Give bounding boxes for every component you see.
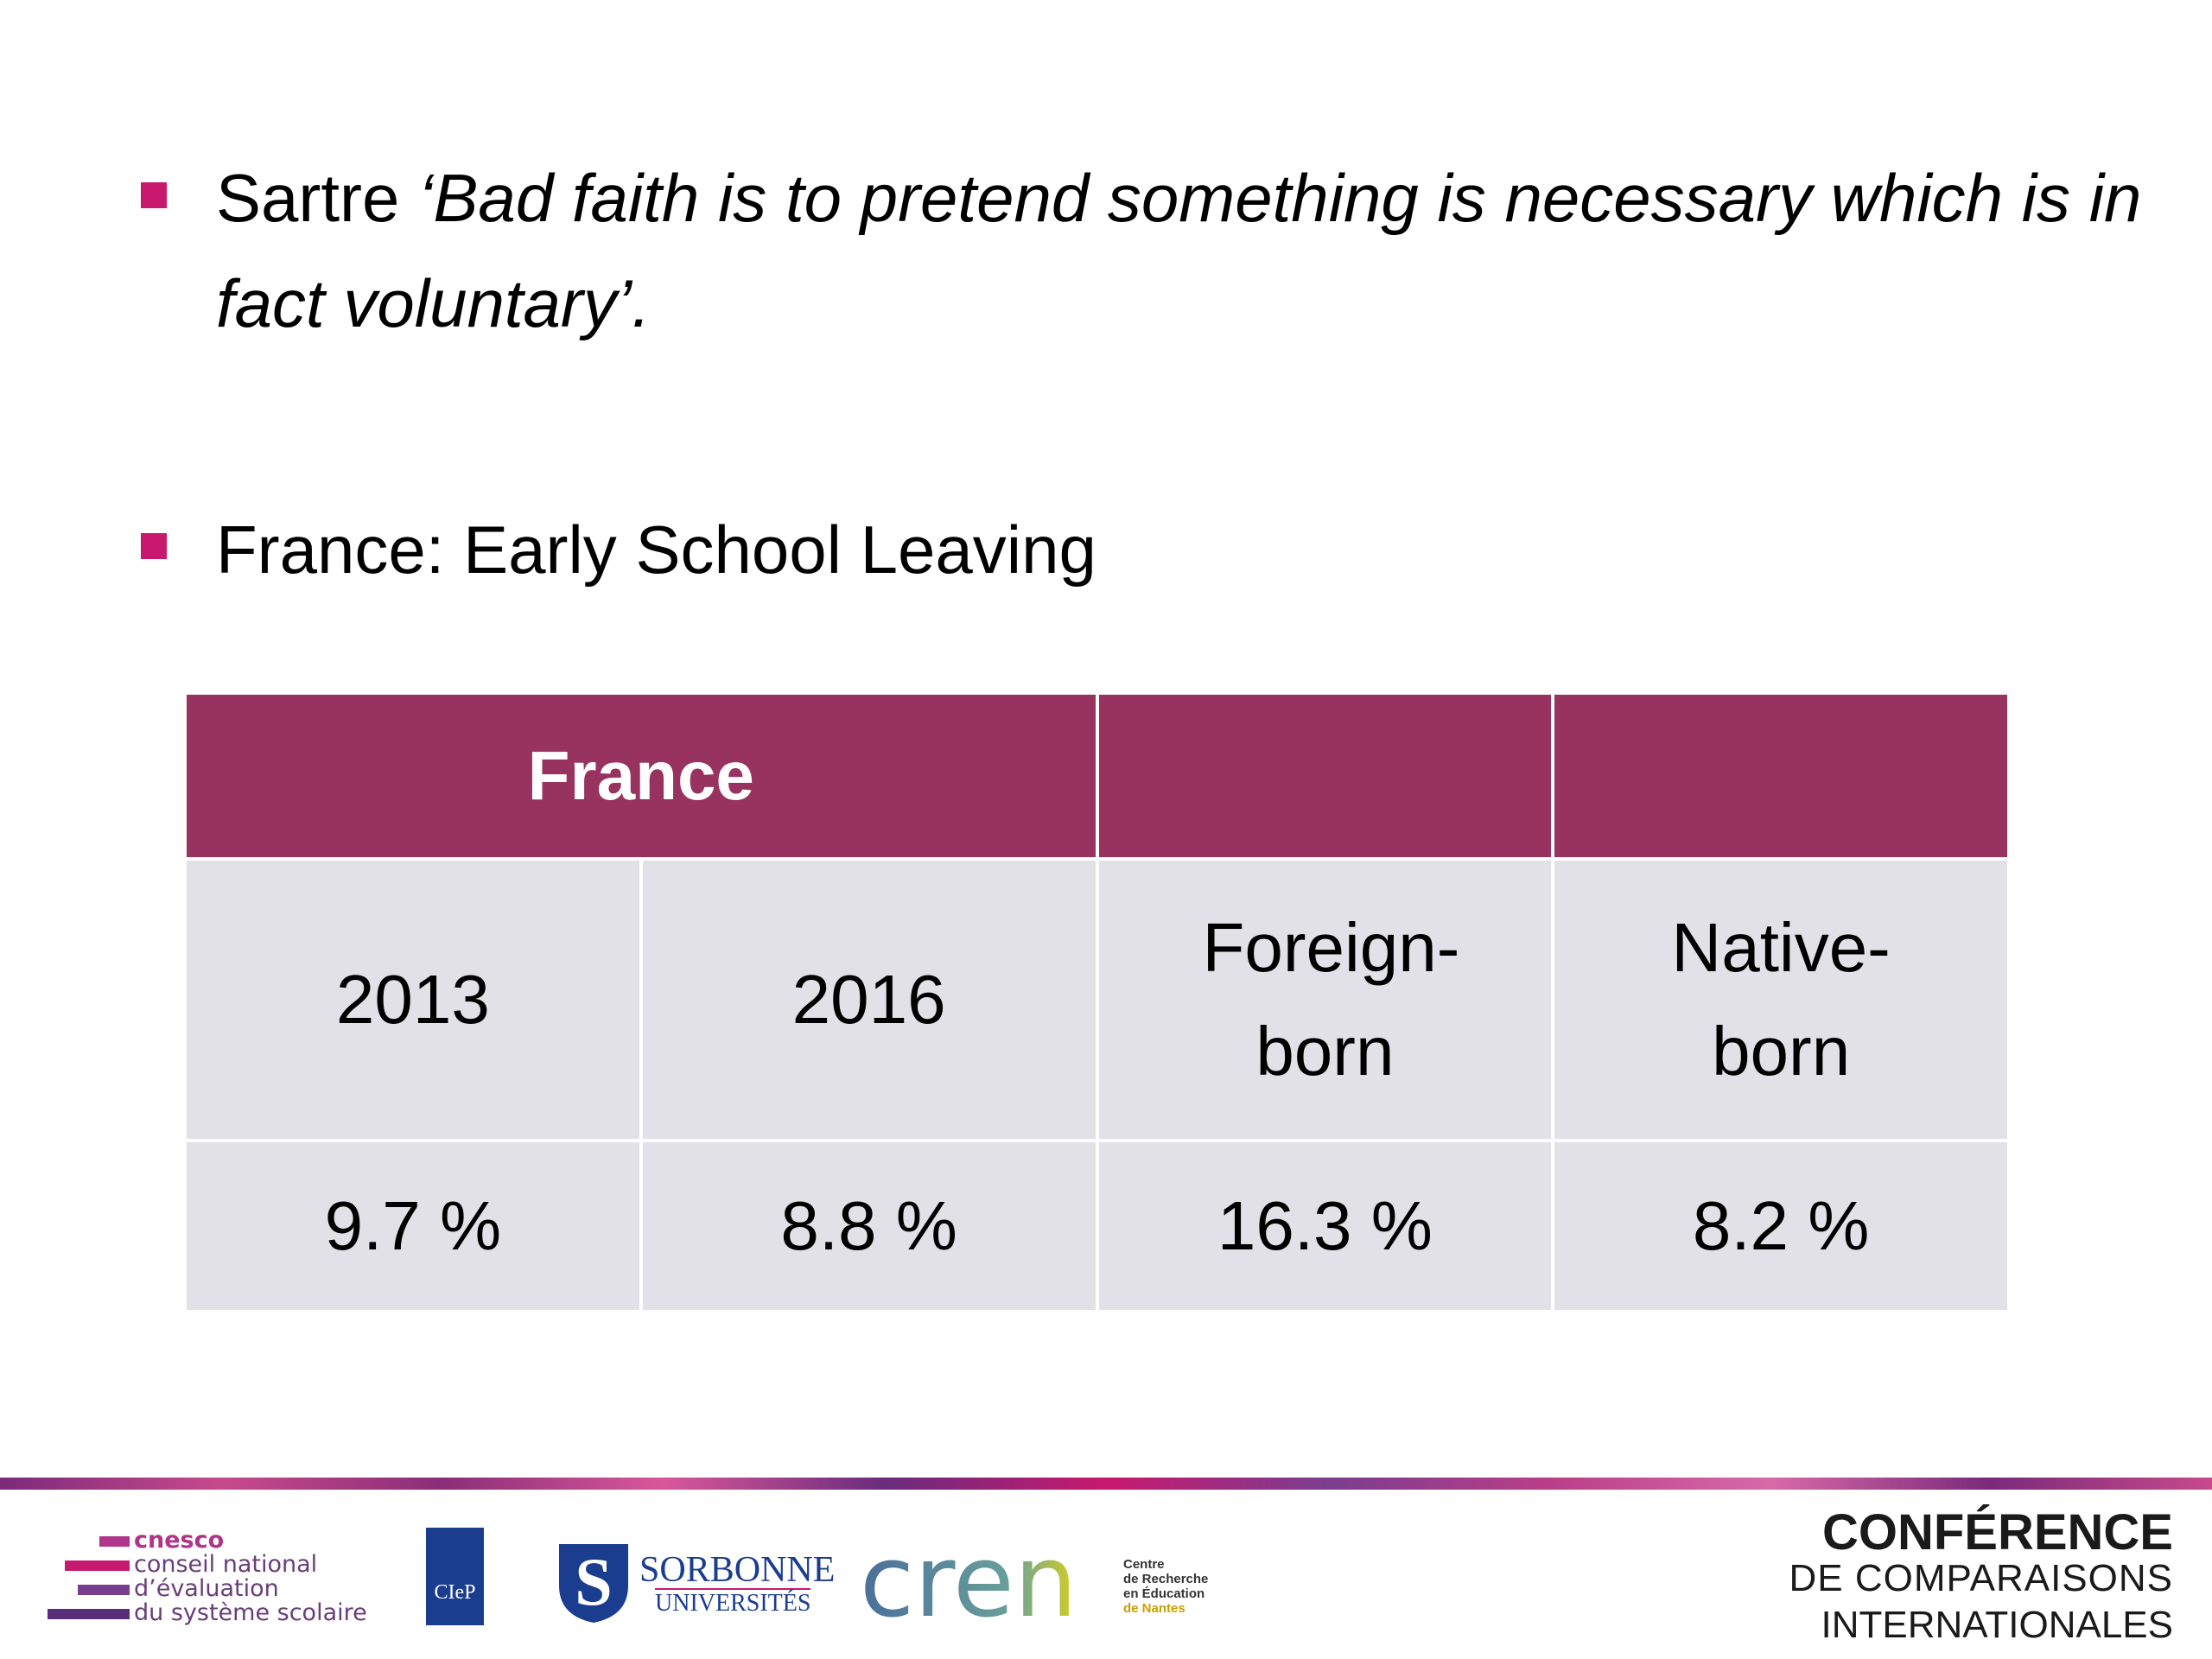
conference-title: CONFÉRENCE xyxy=(1821,1504,2173,1560)
bullet-text: Sartre ‘Bad faith is to pretend somethin… xyxy=(216,145,2160,356)
cell: 2016 xyxy=(639,857,1099,1142)
cell: 16.3 % xyxy=(1095,1139,1555,1313)
bullet-text: France: Early School Leaving xyxy=(216,512,1096,588)
cnesco-text: cnesco xyxy=(134,1527,225,1554)
footer-stripe xyxy=(0,1478,2212,1490)
cren-line: de Recherche xyxy=(1123,1572,1209,1586)
header-cell xyxy=(1551,691,2011,861)
table-row: 2013 2016 Foreign-born Native-born xyxy=(183,857,2011,1142)
cnesco-text: d’évaluation xyxy=(134,1575,279,1602)
sorbonne-sub: UNIVERSITÉS xyxy=(655,1588,811,1617)
cell: 8.2 % xyxy=(1551,1139,2011,1313)
sorbonne-name: SORBONNE xyxy=(639,1550,836,1590)
table-row: 9.7 % 8.8 % 16.3 % 8.2 % xyxy=(183,1139,2011,1313)
cnesco-text: conseil national xyxy=(134,1551,318,1578)
data-table: France 2013 2016 Foreign-born Native-bor… xyxy=(183,691,2011,1313)
header-cell xyxy=(1095,691,1555,861)
svg-text:S: S xyxy=(575,1544,612,1619)
bullet-marker xyxy=(141,533,167,559)
ciep-logo: CIeP xyxy=(426,1528,484,1625)
cren-logo: cren xyxy=(860,1529,1077,1629)
cren-line: en Éducation xyxy=(1123,1586,1205,1601)
conference-line: INTERNATIONALES xyxy=(1821,1604,2173,1646)
bullet-marker xyxy=(141,182,167,208)
cell: Foreign-born xyxy=(1095,857,1555,1142)
header-row: France xyxy=(183,691,2011,861)
cell: 8.8 % xyxy=(639,1139,1099,1313)
cnesco-text: du système scolaire xyxy=(134,1599,367,1626)
bullet-prefix: Sartre xyxy=(216,160,400,236)
cren-caption: Centre de Recherche en Éducation de Nant… xyxy=(1123,1557,1208,1616)
cell: Native-born xyxy=(1551,857,2011,1142)
cell: 9.7 % xyxy=(183,1139,643,1313)
header-cell: France xyxy=(183,691,1099,861)
quote: ‘Bad faith is to pretend something is ne… xyxy=(216,160,2142,341)
cren-line: Centre xyxy=(1123,1557,1165,1572)
cren-text: cren xyxy=(860,1529,1077,1629)
cren-line: de Nantes xyxy=(1123,1601,1185,1616)
cell: 2013 xyxy=(183,857,643,1142)
sorbonne-shield: S xyxy=(559,1544,628,1623)
conference-line: DE COMPARAISONS xyxy=(1789,1557,2173,1599)
